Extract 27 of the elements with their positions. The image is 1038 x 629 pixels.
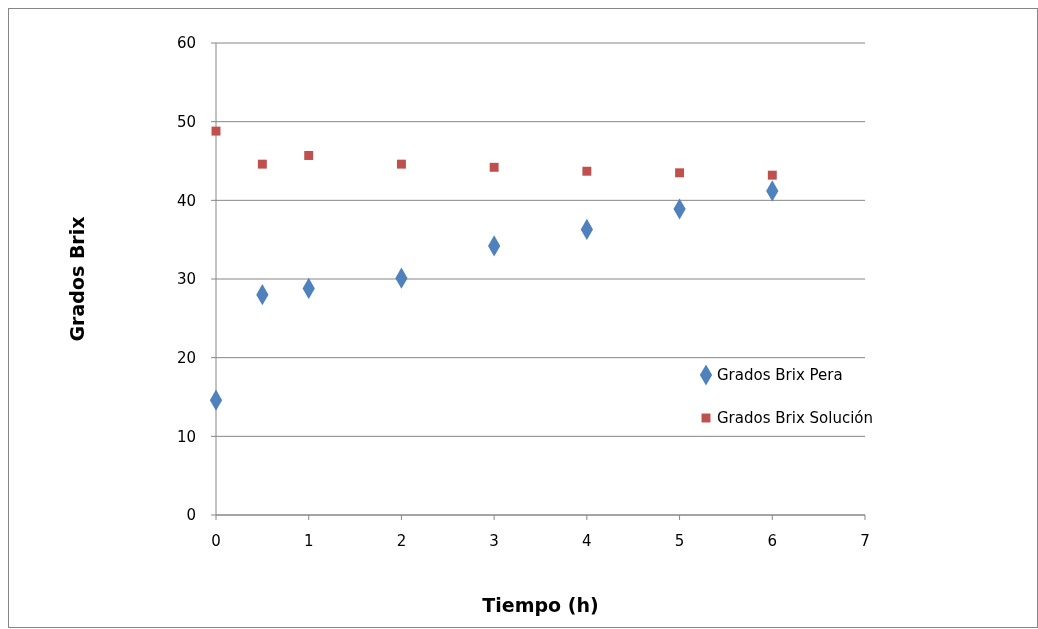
- y-tick-label: 0: [186, 506, 196, 525]
- y-tick-label: 10: [176, 427, 196, 446]
- x-axis-title: Tiempo (h): [482, 594, 599, 616]
- x-tick-label: 0: [211, 532, 221, 550]
- y-tick-label: 50: [176, 112, 196, 131]
- x-tick-label: 3: [489, 532, 499, 550]
- y-tick-label: 30: [176, 270, 196, 289]
- y-tick-label: 60: [176, 34, 196, 53]
- x-tick-label: 5: [674, 532, 685, 550]
- point: [257, 159, 267, 169]
- x-tick-label: 2: [396, 532, 407, 550]
- point: [211, 126, 221, 136]
- legend-label: Grados Brix Solución: [717, 409, 874, 428]
- y-axis-title: Grados Brix: [66, 216, 88, 342]
- point: [396, 159, 406, 169]
- y-tick-label: 40: [176, 191, 196, 210]
- point: [582, 166, 592, 176]
- y-tick-label: 20: [176, 348, 196, 367]
- point: [304, 151, 314, 160]
- x-tick-label: 4: [582, 532, 592, 550]
- legend-label: Grados Brix Pera: [717, 366, 843, 385]
- point: [767, 170, 777, 180]
- point: [675, 168, 685, 178]
- x-tick-label: 6: [767, 532, 778, 550]
- x-tick-label: 1: [303, 532, 314, 550]
- point: [489, 162, 499, 172]
- x-tick-label: 7: [860, 532, 870, 550]
